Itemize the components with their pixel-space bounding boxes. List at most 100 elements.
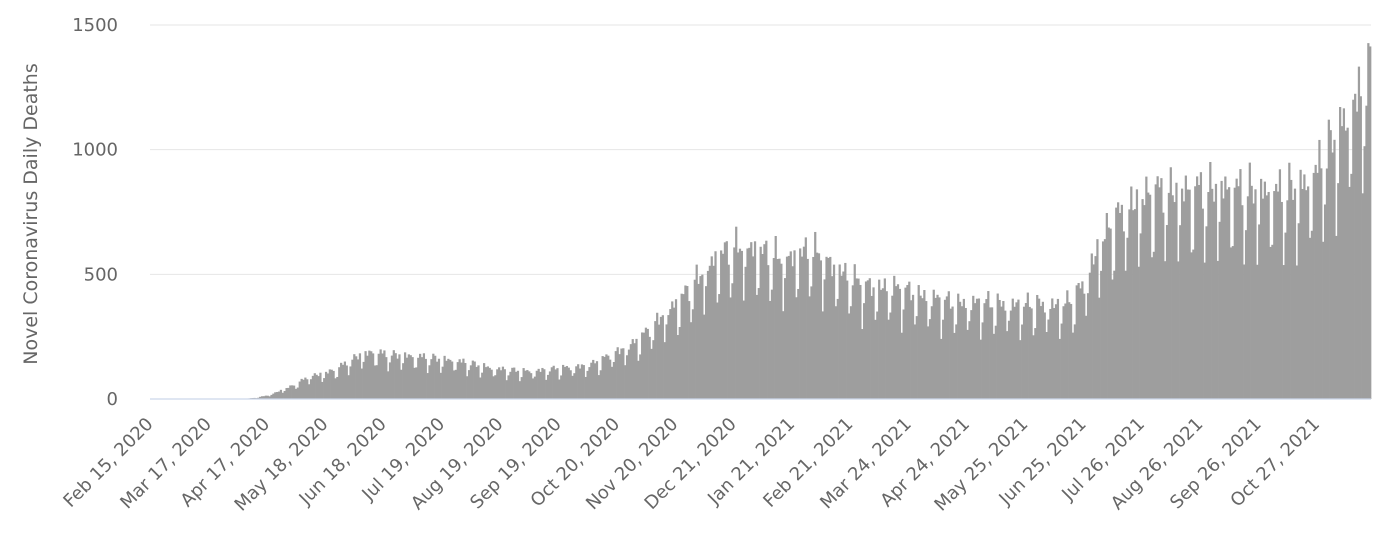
bar <box>1000 306 1003 399</box>
bar <box>356 359 360 399</box>
bar <box>863 303 866 399</box>
bar <box>770 289 774 399</box>
bar <box>1235 178 1238 399</box>
bar <box>428 365 431 399</box>
bar <box>1145 176 1148 399</box>
bar <box>262 396 266 399</box>
bar <box>776 259 779 399</box>
bar <box>1032 335 1035 399</box>
bar <box>1354 93 1357 399</box>
bar <box>1096 239 1099 399</box>
bar <box>1180 188 1184 399</box>
bar <box>1117 202 1120 399</box>
bar <box>855 278 858 399</box>
bar <box>426 373 429 399</box>
bar <box>424 358 427 399</box>
bar <box>1169 167 1172 399</box>
bar <box>1107 227 1110 399</box>
bar <box>522 368 525 399</box>
bar <box>879 289 883 399</box>
bar <box>710 256 713 399</box>
bar <box>396 358 399 399</box>
bar <box>637 360 640 399</box>
bar <box>298 381 301 399</box>
bar <box>580 364 584 399</box>
bar <box>742 300 745 399</box>
bar <box>1214 183 1218 399</box>
bar <box>992 333 996 399</box>
bar <box>462 358 465 399</box>
bar <box>1013 306 1016 399</box>
bar <box>1092 264 1095 399</box>
bar <box>336 376 339 399</box>
bar <box>550 367 553 399</box>
bar <box>898 288 902 399</box>
bar <box>744 266 747 399</box>
bar <box>439 372 442 399</box>
bar <box>415 367 418 399</box>
bar <box>308 384 311 399</box>
bar <box>673 307 676 399</box>
bar <box>977 298 981 399</box>
bar <box>721 253 725 399</box>
bar <box>1164 261 1167 399</box>
bar <box>578 368 582 399</box>
bar <box>533 376 537 399</box>
bar <box>1284 232 1287 399</box>
bar <box>597 375 600 399</box>
bar <box>1269 246 1272 399</box>
bar <box>575 366 578 399</box>
bar <box>543 369 546 399</box>
bar <box>913 324 917 399</box>
bar <box>784 278 787 399</box>
bar <box>372 353 375 399</box>
bar <box>733 247 736 399</box>
bar <box>1006 331 1009 399</box>
bar <box>849 306 853 399</box>
bar <box>657 324 661 399</box>
bar <box>945 296 949 399</box>
bar <box>1150 257 1154 399</box>
bar <box>370 351 373 399</box>
bar <box>891 295 894 399</box>
bar <box>1278 169 1282 399</box>
bar <box>364 351 367 399</box>
bar <box>605 354 608 399</box>
bar <box>351 359 354 399</box>
bar <box>870 295 873 399</box>
bar <box>1276 191 1280 399</box>
bar <box>409 355 412 399</box>
bar <box>403 352 407 399</box>
bar <box>281 392 284 399</box>
bar <box>1254 189 1257 399</box>
bar <box>296 387 299 399</box>
bar <box>1038 298 1041 399</box>
bar <box>893 275 896 399</box>
bar <box>772 258 775 399</box>
bar <box>840 275 843 399</box>
bar <box>1122 231 1125 399</box>
bar <box>846 280 849 399</box>
bar <box>656 312 659 399</box>
bar <box>270 394 273 399</box>
bar <box>340 362 343 399</box>
bar <box>819 260 822 399</box>
bar <box>1323 204 1327 399</box>
bar <box>727 264 730 399</box>
bar <box>400 369 403 399</box>
bar <box>588 367 591 399</box>
y-tick-label: 0 <box>107 389 118 410</box>
bar <box>1075 285 1078 399</box>
bar <box>1357 66 1361 400</box>
bar <box>795 297 798 399</box>
bar <box>445 360 448 399</box>
bar <box>874 319 877 399</box>
bar <box>814 231 817 399</box>
bar <box>1275 183 1278 399</box>
bar <box>979 339 982 399</box>
bar <box>1094 256 1097 399</box>
bar <box>311 375 315 399</box>
bar <box>601 356 604 399</box>
